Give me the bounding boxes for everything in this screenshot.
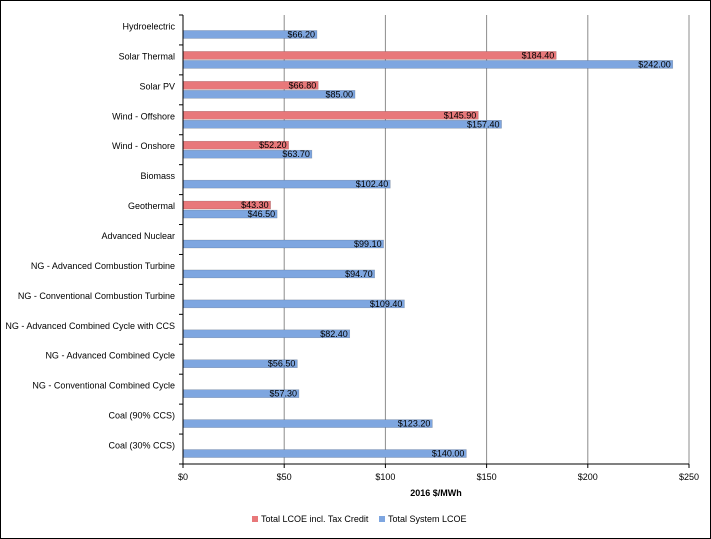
data-label: $82.40 [320, 329, 348, 339]
data-label: $66.80 [289, 80, 317, 90]
bars [182, 30, 674, 458]
data-label: $157.40 [467, 119, 500, 129]
legend-swatch [252, 516, 258, 522]
data-label: $184.40 [522, 50, 555, 60]
bar-system-lcoe [182, 449, 467, 458]
data-label: $63.70 [282, 149, 310, 159]
data-label: $242.00 [638, 59, 671, 69]
x-tick-label: $250 [679, 472, 699, 482]
data-label: $140.00 [432, 449, 465, 459]
data-label: $46.50 [248, 209, 276, 219]
category-label: Coal (30% CCS) [108, 441, 175, 451]
data-label: $52.20 [259, 140, 287, 150]
x-tick-label: $150 [477, 472, 497, 482]
data-label: $57.30 [269, 389, 297, 399]
legend-label: Total LCOE incl. Tax Credit [261, 514, 369, 524]
data-label: $102.40 [356, 179, 389, 189]
bar-lcoe-tax-credit [182, 51, 557, 60]
labels: $0 $50 $100 $150 $200 $250 Hydroelectric Solar … [5, 21, 699, 482]
category-label: NG - Conventional Combined Cycle [32, 381, 175, 391]
bar-system-lcoe [182, 419, 433, 428]
category-label: NG - Conventional Combustion Turbine [18, 291, 175, 301]
legend-label: Total System LCOE [388, 514, 467, 524]
category-label: Solar Thermal [119, 51, 175, 61]
x-tick-label: $100 [375, 472, 395, 482]
category-label: Advanced Nuclear [101, 231, 175, 241]
data-label: $43.30 [241, 200, 269, 210]
data-label: $85.00 [326, 89, 354, 99]
x-axis-title: 2016 $/MWh [410, 488, 462, 498]
data-label: $66.20 [287, 29, 315, 39]
category-label: Solar PV [139, 81, 175, 91]
legend-swatch [379, 516, 385, 522]
x-tick-label: $200 [578, 472, 598, 482]
category-label: Hydroelectric [122, 21, 175, 31]
category-label: Wind - Onshore [112, 141, 175, 151]
category-label: Biomass [140, 171, 175, 181]
data-label: $109.40 [370, 299, 403, 309]
data-label: $123.20 [398, 419, 431, 429]
bar-system-lcoe [182, 120, 502, 129]
axes [179, 14, 690, 468]
category-label: Coal (90% CCS) [108, 411, 175, 421]
category-label: Geothermal [128, 201, 175, 211]
x-tick-label: $0 [178, 472, 188, 482]
data-label: $94.70 [345, 269, 373, 279]
legend: Total LCOE incl. Tax Credit Total System … [252, 514, 467, 524]
category-label: NG - Advanced Combined Cycle [45, 351, 175, 361]
data-label: $99.10 [354, 239, 382, 249]
bar-system-lcoe [182, 60, 674, 69]
bar-lcoe-tax-credit [182, 111, 479, 120]
category-label: Wind - Offshore [112, 111, 175, 121]
x-tick-label: $50 [277, 472, 292, 482]
category-label: NG - Advanced Combined Cycle with CCS [5, 321, 175, 331]
data-label: $56.50 [268, 359, 296, 369]
data-label: $145.90 [444, 110, 477, 120]
category-label: NG - Advanced Combustion Turbine [31, 261, 175, 271]
